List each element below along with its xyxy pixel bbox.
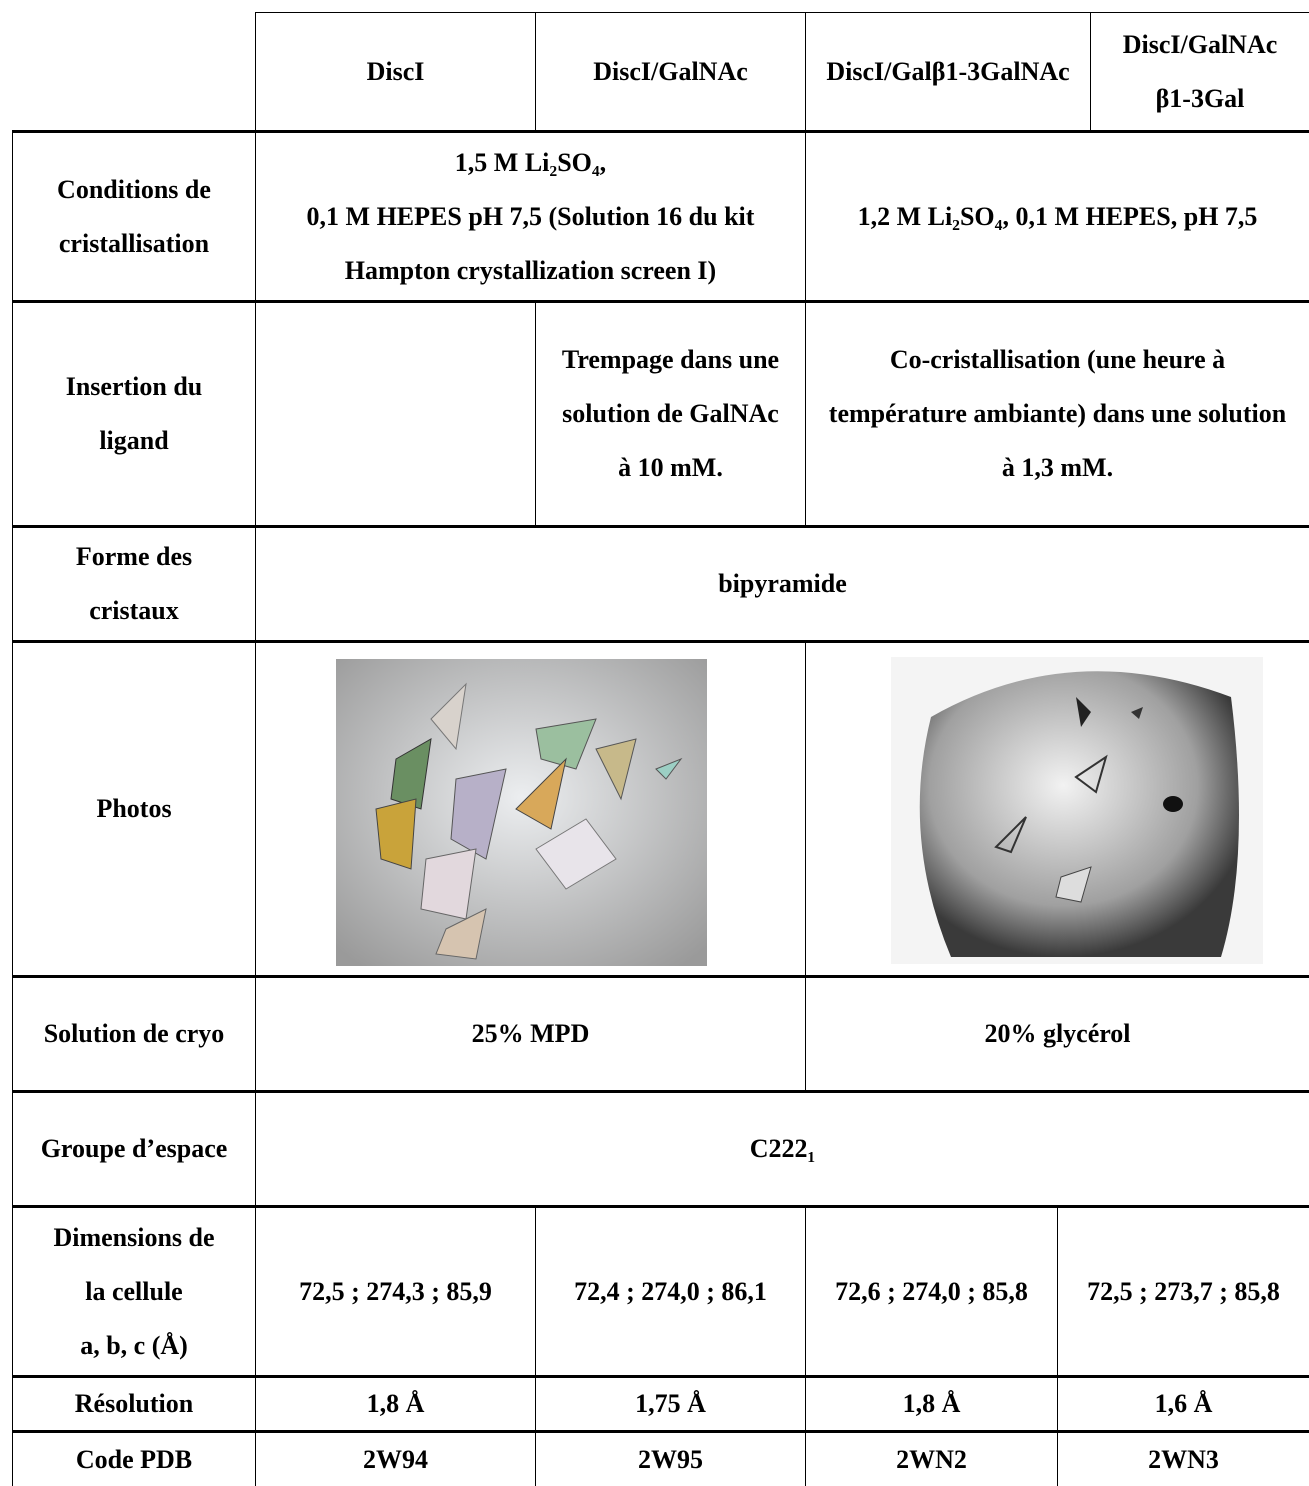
row-label: Photos [12, 640, 256, 976]
data-cell: Co-cristallisation (une heure à températ… [805, 300, 1309, 526]
crystal-photo [891, 657, 1263, 964]
column-header: DiscI [255, 12, 536, 131]
row-label: Résolution [12, 1375, 256, 1431]
data-cell: 1,5 M Li₂SO₄, 0,1 M HEPES pH 7,5 (Soluti… [255, 130, 806, 301]
data-cell: 1,2 M Li₂SO₄, 0,1 M HEPES, pH 7,5 [805, 130, 1309, 301]
data-cell: 2WN2 [805, 1430, 1058, 1486]
column-header: DiscI/GalNAc β1-3Gal [1090, 12, 1309, 131]
data-cell: 72,4 ; 274,0 ; 86,1 [535, 1205, 806, 1376]
data-cell: C222₁ [255, 1090, 1309, 1206]
data-cell: Trempage dans une solution de GalNAc à 1… [535, 300, 806, 526]
row-label: Code PDB [12, 1430, 256, 1486]
data-cell: 1,8 Å [805, 1375, 1058, 1431]
data-cell: 25% MPD [255, 975, 806, 1091]
column-header: DiscI/Galβ1-3GalNAc [805, 12, 1091, 131]
photo-cell [805, 640, 1309, 976]
data-cell: 1,75 Å [535, 1375, 806, 1431]
row-label: Insertion du ligand [12, 300, 256, 526]
column-header: DiscI/GalNAc [535, 12, 806, 131]
row-label: Conditions de cristallisation [12, 130, 256, 301]
row-label: Solution de cryo [12, 975, 256, 1091]
data-cell: bipyramide [255, 525, 1309, 641]
data-cell: 2WN3 [1057, 1430, 1309, 1486]
data-cell: 72,5 ; 274,3 ; 85,9 [255, 1205, 536, 1376]
crystal-photo [336, 659, 707, 966]
row-label: Forme des cristaux [12, 525, 256, 641]
data-cell [255, 300, 536, 526]
photo-cell [255, 640, 806, 976]
row-label: Groupe d’espace [12, 1090, 256, 1206]
data-cell: 1,6 Å [1057, 1375, 1309, 1431]
data-cell: 72,6 ; 274,0 ; 85,8 [805, 1205, 1058, 1376]
row-label: Dimensions de la cellule a, b, c (Å) [12, 1205, 256, 1376]
data-cell: 20% glycérol [805, 975, 1309, 1091]
data-cell: 2W95 [535, 1430, 806, 1486]
data-cell: 1,8 Å [255, 1375, 536, 1431]
data-cell: 2W94 [255, 1430, 536, 1486]
data-cell: 72,5 ; 273,7 ; 85,8 [1057, 1205, 1309, 1376]
